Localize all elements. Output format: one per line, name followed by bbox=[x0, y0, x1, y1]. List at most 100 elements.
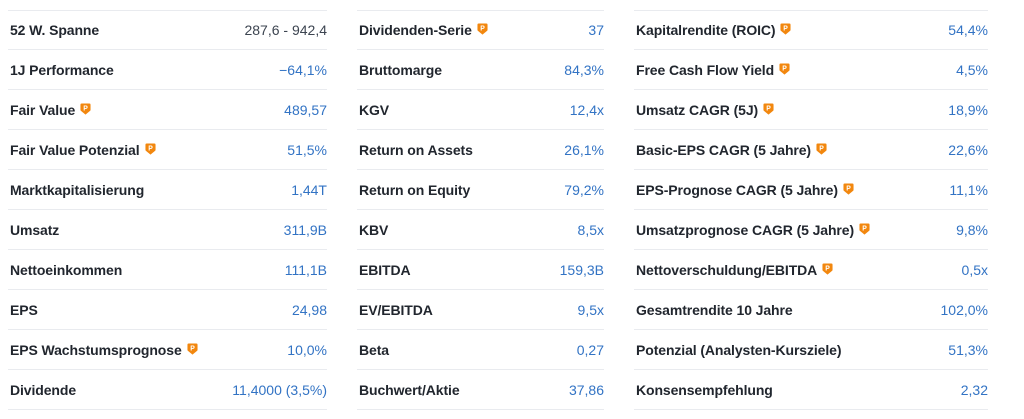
metric-label-group: EV/EBITDA bbox=[357, 303, 433, 317]
metric-value: 11,1% bbox=[949, 181, 988, 198]
metric-label-group: KGV bbox=[357, 103, 389, 117]
metric-value: 287,6 - 942,4 bbox=[244, 22, 327, 38]
metric-label: Nettoeinkommen bbox=[10, 261, 123, 278]
svg-text:P: P bbox=[784, 26, 789, 33]
metric-label-group: Potenzial (Analysten-Kursziele) bbox=[634, 343, 841, 357]
metric-label: Konsensempfehlung bbox=[636, 381, 773, 398]
metric-value: 26,1% bbox=[564, 141, 604, 158]
metric-label: EBITDA bbox=[359, 261, 411, 278]
metric-row: Dividende 11,4000 (3,5%) bbox=[8, 370, 327, 410]
metric-value: 8,5x bbox=[577, 221, 604, 238]
premium-badge-icon[interactable]: P bbox=[763, 103, 774, 115]
premium-badge-icon[interactable]: P bbox=[187, 343, 198, 355]
metric-value: 9,8% bbox=[956, 221, 988, 238]
metrics-column-1: 52 W. Spanne 287,6 - 942,4 1J Performanc… bbox=[8, 10, 327, 410]
metric-label: Return on Assets bbox=[359, 141, 473, 158]
metric-value: 2,32 bbox=[960, 381, 988, 398]
metric-label-group: Nettoeinkommen bbox=[8, 263, 122, 277]
premium-badge-icon[interactable]: P bbox=[144, 143, 156, 155]
metric-label: KBV bbox=[359, 221, 389, 238]
metric-row: Fair Value P 489,57 bbox=[8, 90, 327, 130]
metric-label: KGV bbox=[359, 101, 390, 118]
metric-label: EPS Wachstumsprognose bbox=[10, 341, 182, 358]
metric-value: 12,4x bbox=[569, 101, 604, 118]
metric-label-group: EPS-Prognose CAGR (5 Jahre) P bbox=[634, 183, 854, 197]
metric-label: Buchwert/Aktie bbox=[359, 381, 460, 398]
premium-badge-icon[interactable]: P bbox=[80, 103, 91, 115]
metric-value: 9,5x bbox=[577, 301, 604, 318]
metric-value: 1,44T bbox=[291, 181, 327, 198]
metric-row: 52 W. Spanne 287,6 - 942,4 bbox=[8, 10, 327, 50]
premium-badge-icon[interactable]: P bbox=[843, 183, 854, 195]
metric-row: 1J Performance −64,1% bbox=[8, 50, 327, 90]
metric-value: 4,5% bbox=[956, 61, 988, 78]
metric-value: 51,3% bbox=[948, 341, 988, 358]
metric-value: 10,0% bbox=[287, 341, 327, 358]
metric-value: −64,1% bbox=[279, 61, 327, 78]
metric-value: 51,5% bbox=[287, 141, 327, 158]
metric-label: Beta bbox=[359, 341, 389, 358]
premium-badge-icon[interactable]: P bbox=[822, 263, 833, 275]
metric-value: 102,0% bbox=[940, 301, 988, 318]
metric-row: Konsensempfehlung 2,32 bbox=[634, 370, 988, 410]
metric-label: Bruttomarge bbox=[359, 61, 442, 78]
premium-badge-icon[interactable]: P bbox=[780, 23, 792, 35]
metric-label: Umsatz CAGR (5J) bbox=[636, 101, 759, 118]
metric-value: 0,27 bbox=[576, 341, 604, 358]
metric-label: Umsatz bbox=[10, 221, 60, 238]
premium-badge-icon[interactable]: P bbox=[779, 63, 790, 75]
svg-text:P: P bbox=[83, 105, 88, 112]
svg-text:P: P bbox=[782, 65, 787, 72]
metric-row: Umsatz 311,9B bbox=[8, 210, 327, 250]
metric-label-group: 52 W. Spanne bbox=[8, 23, 99, 37]
svg-text:P: P bbox=[190, 345, 195, 352]
premium-badge-icon[interactable]: P bbox=[859, 223, 870, 235]
metric-value: 84,3% bbox=[564, 61, 604, 78]
metric-value: 24,98 bbox=[291, 301, 327, 318]
metric-row: Gesamtrendite 10 Jahre 102,0% bbox=[634, 290, 988, 330]
metric-value: 111,1B bbox=[284, 261, 327, 278]
metric-value: 489,57 bbox=[284, 101, 327, 118]
metric-row: Return on Assets 26,1% bbox=[357, 130, 604, 170]
metric-label: EV/EBITDA bbox=[359, 301, 433, 318]
metric-row: Fair Value Potenzial P 51,5% bbox=[8, 130, 327, 170]
metric-row: Nettoverschuldung/EBITDA P 0,5x bbox=[634, 250, 988, 290]
metric-value: 22,6% bbox=[948, 141, 988, 158]
metric-label-group: Umsatz CAGR (5J) P bbox=[634, 103, 774, 117]
metric-label: 52 W. Spanne bbox=[10, 22, 100, 38]
metrics-column-3: Kapitalrendite (ROIC) P 54,4% Free Cash … bbox=[634, 10, 988, 410]
metric-value: 159,3B bbox=[559, 261, 604, 278]
metric-label: Nettoverschuldung/EBITDA bbox=[636, 261, 818, 278]
metric-row: Beta 0,27 bbox=[357, 330, 604, 370]
metric-row: Dividenden-Serie P 37 bbox=[357, 10, 604, 50]
metric-row: Umsatzprognose CAGR (5 Jahre) P 9,8% bbox=[634, 210, 988, 250]
metric-label: Kapitalrendite (ROIC) bbox=[636, 22, 776, 38]
metric-label-group: 1J Performance bbox=[8, 63, 114, 77]
metric-label-group: Umsatzprognose CAGR (5 Jahre) P bbox=[634, 223, 870, 237]
metric-label-group: Return on Equity bbox=[357, 183, 470, 197]
metric-row: KBV 8,5x bbox=[357, 210, 604, 250]
metric-label-group: Konsensempfehlung bbox=[634, 383, 773, 397]
metric-label-group: Dividende bbox=[8, 383, 76, 397]
metric-row: Potenzial (Analysten-Kursziele) 51,3% bbox=[634, 330, 988, 370]
metric-label: Basic-EPS CAGR (5 Jahre) bbox=[636, 141, 811, 158]
metric-label: Dividenden-Serie bbox=[359, 22, 472, 38]
metric-row: Buchwert/Aktie 37,86 bbox=[357, 370, 604, 410]
metric-value: 311,9B bbox=[283, 221, 327, 238]
metric-row: Nettoeinkommen 111,1B bbox=[8, 250, 327, 290]
metrics-column-2: Dividenden-Serie P 37 Bruttomarge 84,3% … bbox=[357, 10, 604, 410]
svg-text:P: P bbox=[766, 105, 771, 112]
metric-label-group: Return on Assets bbox=[357, 143, 473, 157]
metric-label: Potenzial (Analysten-Kursziele) bbox=[636, 341, 842, 358]
metric-value: 79,2% bbox=[564, 181, 604, 198]
premium-badge-icon[interactable]: P bbox=[816, 143, 827, 155]
metric-label-group: Gesamtrendite 10 Jahre bbox=[634, 303, 793, 317]
metric-value: 37,86 bbox=[568, 381, 604, 398]
metric-label: EPS-Prognose CAGR (5 Jahre) bbox=[636, 181, 838, 198]
metric-value: 11,4000 (3,5%) bbox=[232, 381, 327, 398]
metric-label: EPS bbox=[10, 301, 38, 318]
metric-label-group: EPS Wachstumsprognose P bbox=[8, 343, 198, 357]
metric-row: Umsatz CAGR (5J) P 18,9% bbox=[634, 90, 988, 130]
metric-value: 18,9% bbox=[948, 101, 988, 118]
premium-badge-icon[interactable]: P bbox=[477, 23, 488, 35]
